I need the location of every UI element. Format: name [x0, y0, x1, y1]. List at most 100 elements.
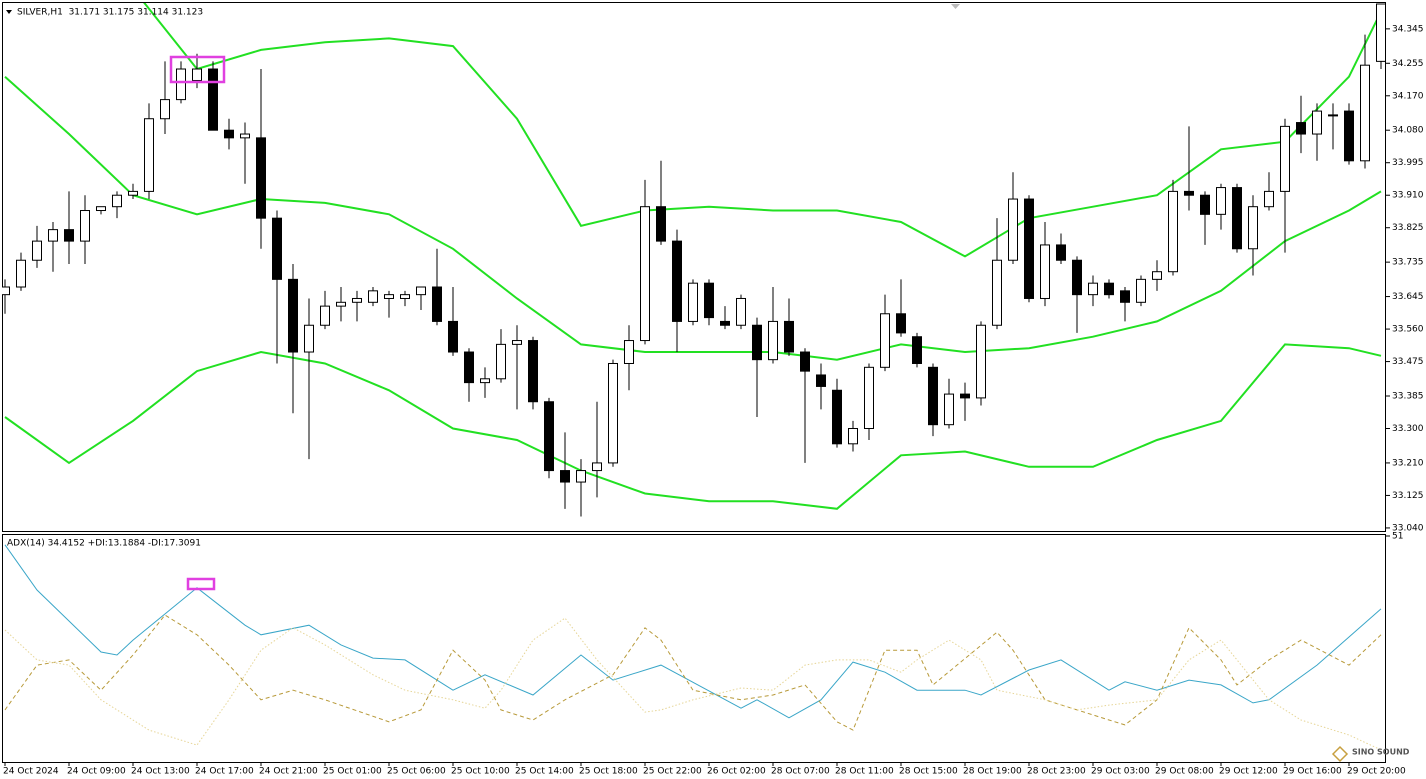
- price-panel-frame: [2, 2, 1386, 532]
- candle-body: [1328, 114, 1338, 117]
- candle-body: [288, 278, 298, 353]
- candle-body: [576, 470, 586, 483]
- y-tick-label: 33.825: [1392, 223, 1424, 233]
- x-tick-label: 29 Oct 16:00: [1283, 767, 1342, 777]
- candle-body: [912, 336, 922, 364]
- candle-body: [256, 137, 266, 219]
- shift-marker: [951, 4, 960, 9]
- candle-body: [944, 393, 954, 426]
- y-tick-label: 33.040: [1392, 523, 1424, 533]
- candle-body: [1296, 122, 1306, 135]
- candle-body: [432, 286, 442, 322]
- candle-body: [736, 297, 746, 326]
- candle-body: [16, 259, 26, 288]
- candle-body: [1168, 190, 1178, 273]
- y-tick-label: 33.385: [1392, 391, 1424, 401]
- candle-body: [1024, 198, 1034, 299]
- candle-body: [272, 217, 282, 280]
- candle-body: [1120, 290, 1130, 303]
- x-tick-label: 28 Oct 07:00: [771, 767, 830, 777]
- candle-body: [448, 320, 458, 353]
- y-tick-label: 33.735: [1392, 258, 1424, 268]
- candle-body: [656, 206, 666, 242]
- candle-body: [1312, 110, 1322, 135]
- line-series: [4, 617, 1382, 751]
- candle-body: [336, 301, 346, 307]
- candle-body: [1248, 206, 1258, 250]
- candle-body: [96, 206, 106, 212]
- candle-body: [1360, 64, 1370, 162]
- candle-body: [592, 462, 602, 472]
- y-tick-label: 33.910: [1392, 191, 1424, 201]
- candle-body: [512, 340, 522, 345]
- y-tick-label: 33.645: [1392, 292, 1424, 302]
- candle-body: [928, 366, 938, 426]
- candle-body: [224, 129, 234, 139]
- candle-body: [144, 118, 154, 192]
- candle-body: [688, 282, 698, 322]
- candle-body: [112, 194, 122, 208]
- candle-body: [816, 374, 826, 387]
- x-tick-label: 28 Oct 11:00: [835, 767, 894, 777]
- candle-body: [768, 320, 778, 361]
- candle-body: [672, 240, 682, 322]
- candle-body: [1040, 244, 1050, 299]
- x-tick-label: 24 Oct 21:00: [259, 767, 318, 777]
- candle-body: [240, 133, 250, 139]
- candle-body: [1008, 198, 1018, 261]
- candle-body: [48, 229, 58, 242]
- menu-arrow: [6, 10, 12, 14]
- candle-body: [544, 401, 554, 472]
- x-tick-label: 25 Oct 18:00: [579, 767, 638, 777]
- price-plot: [2, 3, 1386, 517]
- candle-body: [1104, 282, 1114, 296]
- candle-body: [608, 362, 618, 464]
- candle-body: [208, 68, 218, 131]
- candle-body: [160, 99, 170, 120]
- line-series: [143, 3, 1382, 258]
- y-tick-label: 34.255: [1392, 59, 1424, 69]
- candle-body: [752, 324, 762, 361]
- candle-body: [496, 343, 506, 380]
- candle-body: [32, 240, 42, 261]
- candle-body: [1056, 244, 1066, 261]
- y-tick-label: 51: [1392, 532, 1403, 542]
- x-tick-label: 28 Oct 23:00: [1027, 767, 1086, 777]
- candle-body: [640, 206, 650, 342]
- candle-body: [848, 428, 858, 445]
- candle-body: [1152, 271, 1162, 280]
- candle-body: [896, 313, 906, 334]
- candle-body: [176, 68, 186, 101]
- y-tick-label: 33.210: [1392, 458, 1424, 468]
- candle-body: [992, 259, 1002, 326]
- candle-body: [960, 393, 970, 399]
- candle-body: [528, 340, 538, 403]
- adx-panel-frame: [2, 534, 1386, 763]
- y-tick-label: 33.300: [1392, 424, 1424, 434]
- adx-title: ADX(14) 34.4152 +DI:13.1884 -DI:17.3091: [7, 539, 201, 549]
- y-tick-label: 34.170: [1392, 91, 1424, 101]
- x-tick-label: 24 Oct 13:00: [131, 767, 190, 777]
- candle-body: [1232, 187, 1242, 250]
- x-tick-label: 25 Oct 14:00: [515, 767, 574, 777]
- line-series: [4, 614, 1382, 731]
- x-tick-label: 25 Oct 06:00: [387, 767, 446, 777]
- candle-body: [400, 294, 410, 299]
- adx-plot: [4, 544, 1382, 751]
- highlight-box: [169, 55, 226, 84]
- candle-body: [192, 68, 202, 81]
- x-tick-label: 25 Oct 01:00: [323, 767, 382, 777]
- candle-body: [1264, 190, 1274, 208]
- x-tick-label: 25 Oct 10:00: [451, 767, 510, 777]
- x-tick-label: 24 Oct 17:00: [195, 767, 254, 777]
- y-tick-label: 33.475: [1392, 357, 1424, 367]
- x-tick-label: 28 Oct 19:00: [963, 767, 1022, 777]
- watermark-text: SINO SOUND: [1352, 748, 1410, 757]
- candle-body: [1088, 282, 1098, 296]
- candle-body: [624, 340, 634, 364]
- x-tick-label: 24 Oct 09:00: [67, 767, 126, 777]
- x-tick-label: 26 Oct 02:00: [707, 767, 766, 777]
